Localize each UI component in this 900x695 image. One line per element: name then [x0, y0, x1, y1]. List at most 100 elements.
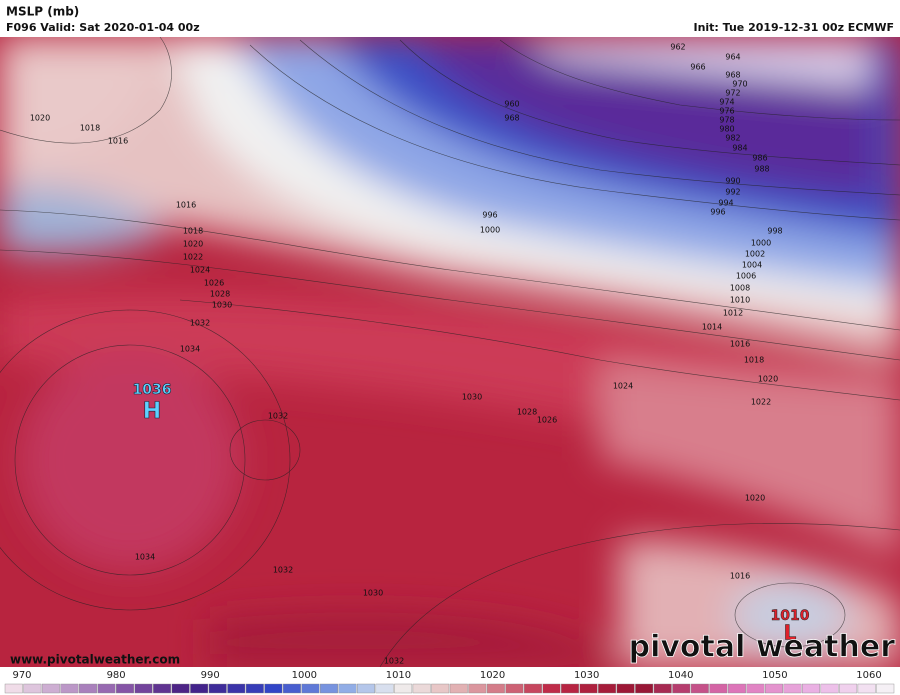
isobar-label: 972 — [725, 89, 740, 98]
colorbar-swatch — [746, 683, 765, 694]
isobar-label: 1028 — [210, 290, 230, 299]
isobar-label: 960 — [504, 100, 519, 109]
isobar-label: 1018 — [80, 124, 100, 133]
colorbar-swatch — [598, 683, 617, 694]
colorbar-swatch — [468, 683, 487, 694]
isobar-label: 968 — [504, 114, 519, 123]
isobar-label: 988 — [754, 165, 769, 174]
logo: pivotal weather — [629, 630, 896, 665]
isobar-label: 1030 — [212, 301, 232, 310]
colorbar-swatch — [672, 683, 691, 694]
colorbar-swatch — [97, 683, 116, 694]
colorbar-swatch — [431, 683, 450, 694]
isobar-label: 1016 — [730, 340, 750, 349]
colorbar-swatch — [820, 683, 839, 694]
colorbar-swatch — [783, 683, 802, 694]
isobar-label: 1012 — [723, 309, 743, 318]
header-bar — [0, 0, 900, 37]
colorbar-label: 1020 — [480, 670, 505, 681]
colorbar-swatch — [839, 683, 858, 694]
isobar-label: 1022 — [183, 253, 203, 262]
colorbar-label: 980 — [107, 670, 126, 681]
colorbar-label: 970 — [12, 670, 31, 681]
isobar-label: 1024 — [190, 266, 210, 275]
colorbar-swatch — [690, 683, 709, 694]
isobar-label: 1032 — [190, 319, 210, 328]
valid-time: F096 Valid: Sat 2020-01-04 00z — [6, 21, 200, 34]
isobar-label: 968 — [725, 71, 740, 80]
isobar-label: 970 — [732, 80, 747, 89]
colorbar-label: 1050 — [762, 670, 787, 681]
colorbar-swatch — [523, 683, 542, 694]
colorbar-swatch — [857, 683, 876, 694]
colorbar-swatch — [375, 683, 394, 694]
colorbar-swatch — [876, 683, 895, 694]
colorbar-swatch — [208, 683, 227, 694]
colorbar-swatch — [171, 683, 190, 694]
isobar-label: 990 — [725, 177, 740, 186]
isobar-label: 976 — [719, 107, 734, 116]
colorbar-swatch — [41, 683, 60, 694]
isobar-label: 1034 — [135, 553, 155, 562]
isobar-label: 982 — [725, 134, 740, 143]
isobar-label: 984 — [732, 144, 747, 153]
isobar-label: 1030 — [363, 589, 383, 598]
title: MSLP (mb) — [6, 5, 79, 19]
isobar-label: 1024 — [613, 382, 633, 391]
colorbar-label: 1030 — [574, 670, 599, 681]
colorbar-swatch — [802, 683, 821, 694]
colorbar-swatch — [134, 683, 153, 694]
colorbar-swatch — [561, 683, 579, 694]
isobar-label: 962 — [670, 43, 685, 52]
isobar-label: 1016 — [108, 137, 128, 146]
colorbar-swatch — [709, 683, 728, 694]
low-value: 1010 — [771, 608, 810, 624]
isobar-label: 1020 — [30, 114, 50, 123]
colorbar-swatch — [449, 683, 468, 694]
high-value: 1036 — [133, 382, 172, 398]
isobar-labels: 9629649669689709729749769789809829849869… — [30, 43, 783, 666]
isobar-label: 1032 — [268, 412, 288, 421]
colorbar-swatch — [505, 683, 524, 694]
colorbar-swatch — [301, 683, 320, 694]
colorbar-swatch — [23, 683, 42, 694]
isobar-label: 1006 — [736, 272, 756, 281]
colorbar-swatch — [727, 683, 746, 694]
colorbar-swatch — [579, 683, 598, 694]
isobar-label: 1010 — [730, 296, 750, 305]
isobar-label: 974 — [719, 98, 734, 107]
colorbar-label: 1060 — [856, 670, 881, 681]
colorbar-swatch — [227, 683, 246, 694]
isobar-label: 994 — [718, 199, 733, 208]
colorbar-swatch — [320, 683, 338, 694]
colorbar-swatch — [412, 683, 431, 694]
isobar-label: 996 — [482, 211, 497, 220]
isobar-label: 1002 — [745, 250, 765, 259]
isobar-label: 1020 — [745, 494, 765, 503]
isobar-label: 986 — [752, 154, 767, 163]
isobar-label: 992 — [725, 188, 740, 197]
high-symbol: H — [143, 399, 161, 424]
isobar-label: 1004 — [742, 261, 762, 270]
isobar-label: 964 — [725, 53, 740, 62]
isobar-label: 966 — [690, 63, 705, 72]
colorbar-swatch — [542, 683, 561, 694]
isobar-label: 1018 — [744, 356, 764, 365]
colorbar-swatch — [264, 683, 283, 694]
isobar-label: 1000 — [751, 239, 771, 248]
low-symbol: L — [784, 621, 797, 645]
colorbar-swatch — [78, 683, 97, 694]
isobar-label: 1022 — [751, 398, 771, 407]
isobar-label: 1014 — [702, 323, 722, 332]
init-time: Init: Tue 2019-12-31 00z ECMWF — [693, 21, 894, 34]
colorbar-swatch — [190, 683, 209, 694]
colorbar-swatch — [116, 683, 134, 694]
isobar-label: 1016 — [730, 572, 750, 581]
colorbar-swatch — [486, 683, 505, 694]
isobar-label: 1018 — [183, 227, 203, 236]
colorbar: 970 980 990 1000 1010 1020 1030 1040 1050 1060 — [4, 670, 895, 694]
website: www.pivotalweather.com — [10, 653, 180, 667]
colorbar-swatch — [338, 683, 357, 694]
